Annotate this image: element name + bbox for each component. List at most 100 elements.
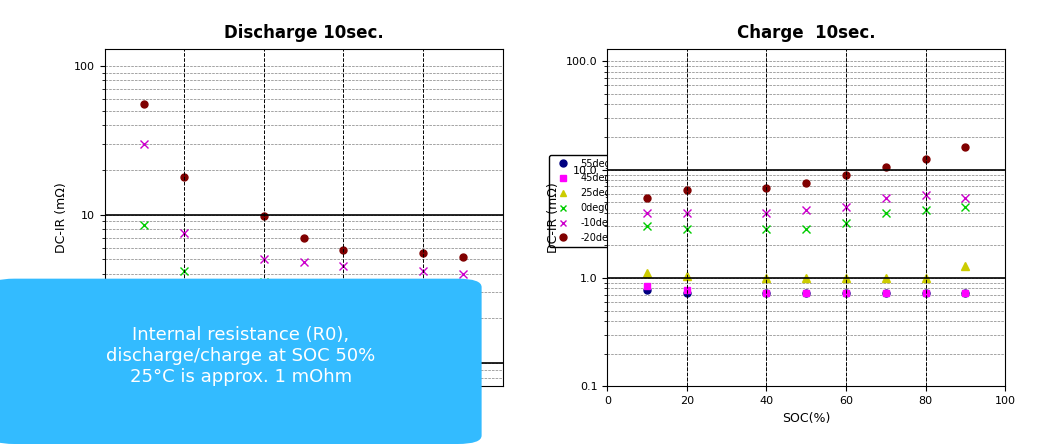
0degC xyxy=(919,208,932,213)
0degC xyxy=(178,268,191,273)
-20degC xyxy=(919,156,932,162)
Y-axis label: DC-IR (mΩ): DC-IR (mΩ) xyxy=(55,182,68,253)
Line: 55degC: 55degC xyxy=(644,286,968,297)
25degC xyxy=(297,361,310,366)
45degC xyxy=(919,291,932,296)
Line: 55degC: 55degC xyxy=(141,357,466,388)
0degC xyxy=(417,294,429,299)
25degC xyxy=(959,263,972,268)
25degC xyxy=(178,344,191,349)
25degC xyxy=(138,301,151,307)
Line: 45degC: 45degC xyxy=(141,348,466,392)
45degC xyxy=(681,287,693,292)
-10degC xyxy=(681,210,693,215)
Title: Discharge 10sec.: Discharge 10sec. xyxy=(224,24,383,42)
-10degC xyxy=(297,259,310,265)
-10degC xyxy=(178,230,191,236)
55degC xyxy=(681,291,693,296)
-10degC xyxy=(879,195,892,200)
Line: 0degC: 0degC xyxy=(140,221,467,303)
55degC xyxy=(417,382,429,387)
25degC xyxy=(919,275,932,281)
25degC xyxy=(840,275,852,281)
45degC xyxy=(879,291,892,296)
-10degC xyxy=(138,141,151,146)
-20degC xyxy=(840,172,852,177)
-10degC xyxy=(337,263,350,269)
-10degC xyxy=(840,205,852,210)
-20degC xyxy=(760,185,773,190)
25degC xyxy=(760,275,773,281)
-10degC xyxy=(959,195,972,200)
0degC xyxy=(337,289,350,295)
25degC xyxy=(641,271,653,276)
-20degC xyxy=(879,165,892,170)
45degC xyxy=(258,385,270,391)
-10degC xyxy=(456,271,469,276)
0degC xyxy=(258,280,270,285)
-20degC xyxy=(258,213,270,218)
0degC xyxy=(840,221,852,226)
55degC xyxy=(800,291,812,296)
Line: -10degC: -10degC xyxy=(643,191,970,217)
45degC xyxy=(138,349,151,354)
Line: -10degC: -10degC xyxy=(140,139,467,278)
-20degC xyxy=(641,195,653,200)
55degC xyxy=(297,381,310,386)
Legend: 55degC, 45degC, 25degC, 0degC, -10degC, -20degC: 55degC, 45degC, 25degC, 0degC, -10degC, … xyxy=(549,155,625,247)
45degC xyxy=(840,291,852,296)
-20degC xyxy=(297,235,310,240)
45degC xyxy=(641,283,653,288)
-20degC xyxy=(178,174,191,179)
-10degC xyxy=(760,210,773,215)
Line: 25degC: 25degC xyxy=(643,262,970,282)
Text: Internal resistance (R0),
discharge/charge at SOC 50%
25°C is approx. 1 mOhm: Internal resistance (R0), discharge/char… xyxy=(106,326,376,386)
25degC xyxy=(417,361,429,366)
55degC xyxy=(840,291,852,296)
X-axis label: SOC(%): SOC(%) xyxy=(782,412,830,424)
-10degC xyxy=(258,257,270,262)
45degC xyxy=(959,291,972,296)
-10degC xyxy=(641,210,653,215)
-20degC xyxy=(800,180,812,186)
Line: -20degC: -20degC xyxy=(644,144,968,201)
0degC xyxy=(456,297,469,302)
Line: -20degC: -20degC xyxy=(141,101,466,260)
-20degC xyxy=(959,145,972,150)
0degC xyxy=(297,285,310,291)
-10degC xyxy=(800,208,812,213)
55degC xyxy=(337,382,350,387)
0degC xyxy=(879,210,892,215)
Line: 25degC: 25degC xyxy=(140,300,467,367)
-10degC xyxy=(919,193,932,198)
-20degC xyxy=(417,250,429,256)
25degC xyxy=(800,275,812,281)
55degC xyxy=(879,291,892,296)
55degC xyxy=(178,377,191,382)
55degC xyxy=(919,291,932,296)
55degC xyxy=(456,382,469,387)
25degC xyxy=(337,361,350,366)
25degC xyxy=(681,273,693,278)
55degC xyxy=(959,291,972,296)
55degC xyxy=(641,287,653,292)
0degC xyxy=(760,227,773,232)
0degC xyxy=(681,227,693,232)
25degC xyxy=(258,361,270,366)
55degC xyxy=(760,291,773,296)
45degC xyxy=(337,385,350,391)
-20degC xyxy=(138,102,151,107)
0degC xyxy=(138,222,151,228)
55degC xyxy=(258,381,270,386)
0degC xyxy=(641,223,653,229)
-20degC xyxy=(337,247,350,252)
Line: 45degC: 45degC xyxy=(644,282,968,297)
FancyBboxPatch shape xyxy=(0,279,482,444)
25degC xyxy=(456,361,469,366)
45degC xyxy=(417,385,429,391)
Line: 0degC: 0degC xyxy=(643,203,970,234)
45degC xyxy=(800,291,812,296)
-20degC xyxy=(456,254,469,259)
45degC xyxy=(297,385,310,391)
0degC xyxy=(800,227,812,232)
